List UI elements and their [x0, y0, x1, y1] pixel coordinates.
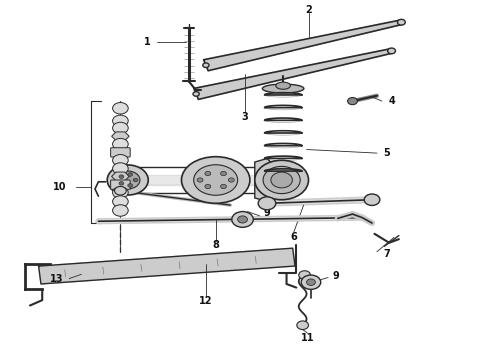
Circle shape — [113, 122, 128, 134]
FancyBboxPatch shape — [111, 180, 130, 189]
Circle shape — [301, 275, 321, 289]
Circle shape — [255, 160, 309, 200]
Circle shape — [133, 178, 138, 182]
Circle shape — [113, 196, 128, 207]
Text: 11: 11 — [301, 333, 314, 343]
Circle shape — [205, 184, 211, 189]
Circle shape — [263, 166, 300, 194]
Circle shape — [299, 271, 311, 279]
Circle shape — [228, 178, 234, 182]
Circle shape — [297, 321, 309, 329]
Circle shape — [113, 205, 128, 216]
Text: 3: 3 — [242, 112, 248, 122]
Circle shape — [197, 178, 203, 182]
Circle shape — [113, 163, 128, 174]
Text: 7: 7 — [383, 248, 390, 258]
Circle shape — [116, 171, 140, 189]
Polygon shape — [255, 158, 274, 202]
Circle shape — [107, 165, 148, 195]
Circle shape — [119, 175, 124, 179]
Circle shape — [113, 187, 128, 198]
Polygon shape — [39, 248, 295, 284]
Circle shape — [113, 115, 128, 127]
Circle shape — [258, 197, 276, 210]
Circle shape — [203, 63, 209, 68]
Circle shape — [128, 173, 133, 176]
Polygon shape — [194, 49, 392, 99]
Ellipse shape — [181, 157, 250, 203]
Circle shape — [115, 186, 126, 195]
Circle shape — [220, 171, 226, 176]
Circle shape — [307, 279, 316, 285]
Polygon shape — [204, 20, 402, 71]
FancyBboxPatch shape — [111, 148, 130, 157]
Text: 9: 9 — [264, 208, 270, 218]
Circle shape — [232, 212, 253, 227]
Circle shape — [113, 138, 128, 150]
Circle shape — [220, 184, 226, 189]
Ellipse shape — [262, 84, 304, 93]
Circle shape — [113, 154, 128, 166]
Circle shape — [271, 172, 293, 188]
Circle shape — [119, 181, 124, 185]
Ellipse shape — [276, 82, 291, 89]
Circle shape — [128, 184, 133, 187]
Circle shape — [113, 103, 128, 114]
Circle shape — [347, 98, 357, 105]
Circle shape — [238, 216, 247, 223]
Polygon shape — [112, 172, 129, 181]
Text: 12: 12 — [199, 296, 213, 306]
Circle shape — [397, 19, 405, 25]
Text: 4: 4 — [388, 96, 395, 106]
Ellipse shape — [194, 165, 238, 195]
Circle shape — [364, 194, 380, 206]
Text: 1: 1 — [144, 37, 150, 47]
Circle shape — [193, 92, 199, 96]
Text: 9: 9 — [332, 271, 339, 281]
Text: 6: 6 — [291, 232, 297, 242]
Text: 2: 2 — [305, 5, 312, 15]
Text: 5: 5 — [383, 148, 390, 158]
Circle shape — [205, 171, 211, 176]
Circle shape — [388, 48, 395, 54]
Text: 10: 10 — [52, 182, 66, 192]
Text: 8: 8 — [212, 240, 219, 250]
Polygon shape — [112, 132, 129, 141]
Text: 13: 13 — [50, 274, 64, 284]
